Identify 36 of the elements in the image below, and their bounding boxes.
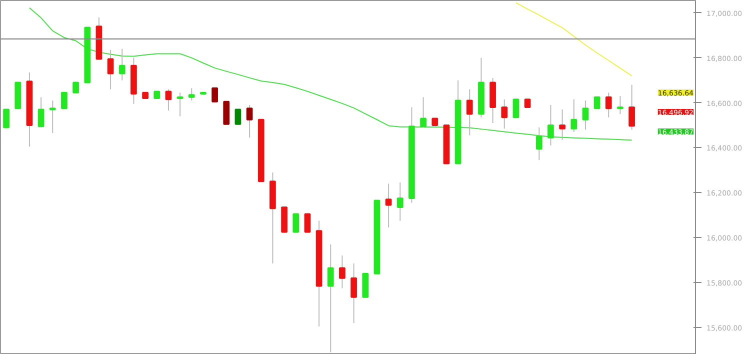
candlestick bbox=[536, 126, 542, 161]
candlestick bbox=[292, 213, 300, 233]
candlestick bbox=[246, 104, 253, 138]
candlestick bbox=[582, 100, 589, 130]
candlestick bbox=[385, 183, 392, 228]
candlestick bbox=[396, 182, 404, 222]
candlestick bbox=[304, 213, 311, 233]
candlestick bbox=[118, 48, 126, 81]
candlestick bbox=[501, 98, 508, 130]
candlestick bbox=[107, 49, 114, 90]
candlestick bbox=[234, 108, 242, 125]
candlestick bbox=[176, 92, 184, 117]
candlestick bbox=[559, 109, 566, 140]
candlestick bbox=[223, 100, 230, 125]
candlestick bbox=[628, 84, 635, 130]
candlestick bbox=[350, 262, 357, 324]
candlestick bbox=[212, 87, 218, 102]
candlestick bbox=[548, 104, 554, 146]
candlestick bbox=[188, 88, 195, 102]
candlestick bbox=[362, 272, 369, 298]
candlestick bbox=[466, 88, 473, 136]
candlestick bbox=[617, 96, 624, 115]
line-series bbox=[515, 2, 632, 76]
candlestick bbox=[49, 100, 56, 134]
candlestick bbox=[512, 98, 520, 118]
candlestick bbox=[605, 92, 612, 118]
candlestick bbox=[420, 96, 426, 128]
candlestick bbox=[594, 96, 600, 110]
candlestick bbox=[38, 96, 44, 128]
candlestick bbox=[165, 88, 172, 112]
candlestick bbox=[339, 255, 346, 289]
candlestick bbox=[570, 98, 578, 132]
candlestick bbox=[3, 108, 10, 128]
candlestick bbox=[72, 82, 79, 94]
candlestick bbox=[327, 244, 334, 353]
candlestick bbox=[61, 92, 68, 110]
